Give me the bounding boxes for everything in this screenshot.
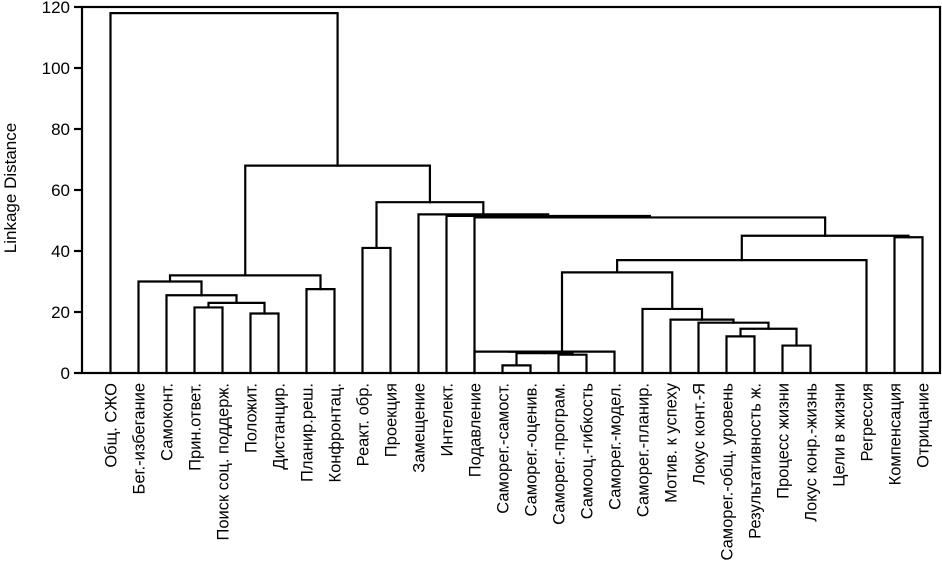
leaf-label-29: Компенсация [887, 383, 905, 485]
leaf-label-14: Подавление [467, 383, 485, 477]
leaf-label-13: Интелект. [439, 383, 457, 457]
leaf-label-25: Процесс жизни [775, 383, 793, 499]
leaf-label-12: Замещение [411, 383, 429, 473]
dendrogram-link-4 [508, 350, 616, 375]
leaf-label-1: Общ. СЖО [103, 383, 121, 468]
leaf-label-6: Положит. [243, 383, 261, 453]
leaf-label-7: Дистанцир. [271, 383, 289, 470]
dendrogram-link-20 [361, 246, 392, 375]
dendrogram-link-25 [417, 213, 550, 375]
leaf-label-28: Регрессия [859, 383, 877, 461]
dendrogram-link-8 [697, 321, 770, 375]
y-tick-label-80: 80 [51, 120, 70, 139]
dendrogram-link-15 [305, 288, 336, 375]
y-tick-label-60: 60 [51, 181, 70, 200]
leaf-label-24: Результативность ж. [747, 383, 765, 539]
dendrogram-link-10 [669, 318, 735, 375]
leaf-label-9: Конфронтац. [327, 383, 345, 483]
y-tick-label-100: 100 [42, 59, 70, 78]
leaf-label-5: Поиск соц. поддерж. [215, 383, 233, 541]
dendrogram-link-28 [109, 12, 339, 375]
leaf-label-10: Реакт. обр. [355, 383, 373, 466]
leaf-label-21: Мотив. к успеху [663, 382, 681, 503]
leaf-label-20: Саморег.-планир. [635, 383, 653, 517]
leaf-label-18: Самооц.-гибкость [579, 383, 597, 519]
leaf-label-4: Прин.ответ. [187, 383, 205, 471]
dendrogram-link-19 [616, 259, 868, 375]
dendrogram-link-0 [501, 364, 532, 375]
leaf-label-23: Саморег.-общ. уровень [719, 383, 737, 561]
dendrogram-link-11 [193, 306, 224, 375]
plot-frame [80, 5, 942, 375]
dendrogram-link-24 [445, 214, 651, 375]
dendrogram-link-5 [781, 344, 812, 375]
leaf-label-2: Бег.-избегание [131, 383, 149, 494]
leaf-label-3: Самоконт. [159, 383, 177, 461]
dendrogram-link-1 [557, 353, 588, 375]
dendrogram-link-23 [473, 216, 827, 375]
dendrogram-link-6 [725, 335, 756, 375]
leaf-label-8: Планир.реш. [299, 383, 317, 482]
dendrogram-link-9 [249, 312, 280, 375]
leaf-label-26: Локус конр.-жизнь [803, 383, 821, 522]
dendrogram-link-3 [473, 350, 546, 375]
leaf-label-27: Цели в жизни [831, 383, 849, 487]
dendrogram-link-22 [740, 234, 910, 262]
leaf-label-19: Саморег.-модел. [607, 383, 625, 510]
leaf-label-15: Саморег.-самост. [495, 383, 513, 514]
dendrogram-link-21 [893, 236, 924, 375]
y-axis-label: Linkage Distance [1, 123, 20, 253]
y-tick-label-0: 0 [61, 364, 70, 383]
leaf-label-30: Отрицание [915, 383, 933, 468]
dendrogram-link-27 [244, 164, 432, 277]
y-tick-label-120: 120 [42, 0, 70, 17]
dendrogram-link-18 [560, 271, 674, 353]
leaf-label-17: Саморег.-програм. [551, 383, 569, 525]
dendrogram-link-26 [375, 201, 485, 250]
leaf-label-22: Локус конт.-Я [691, 383, 709, 485]
y-tick-label-20: 20 [51, 303, 70, 322]
y-tick-label-40: 40 [51, 242, 70, 261]
leaf-label-16: Саморег.-оценив. [523, 383, 541, 517]
leaf-label-11: Проекция [383, 383, 401, 457]
